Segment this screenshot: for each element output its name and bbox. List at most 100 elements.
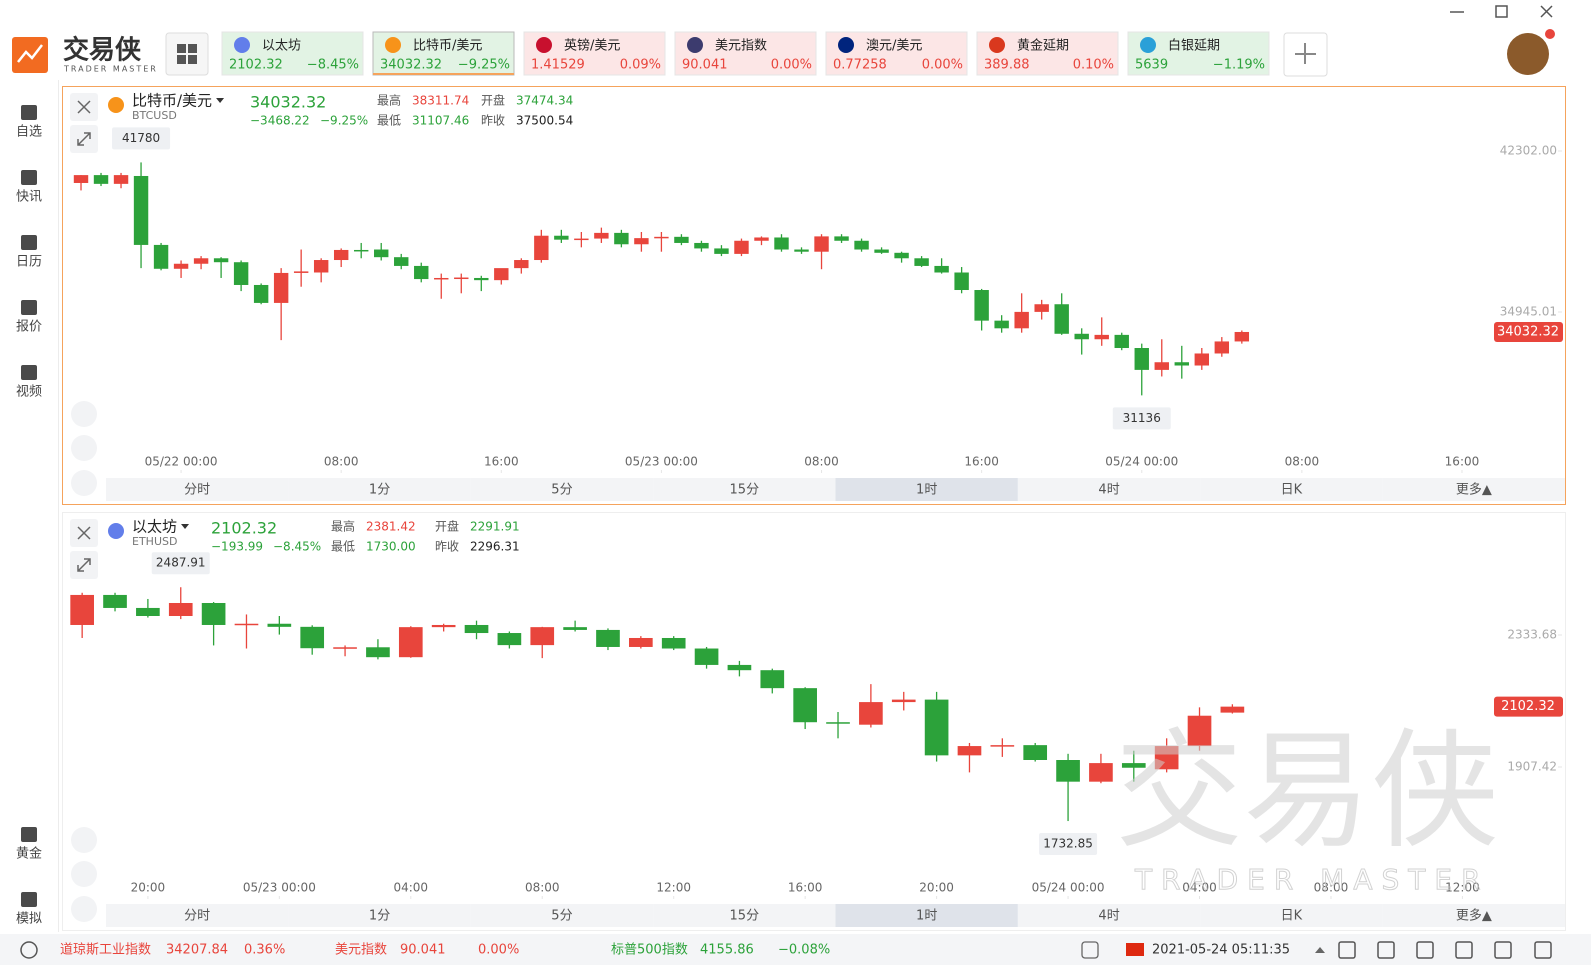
symbol-icon (108, 97, 124, 113)
extreme-label: 2487.91 (156, 556, 206, 570)
status-tool-icon[interactable] (1416, 941, 1434, 959)
chart-tool-button[interactable] (71, 827, 97, 853)
candle-body (273, 272, 289, 303)
nav-label[interactable]: 日历 (16, 255, 42, 270)
ticker-icon (838, 37, 854, 53)
timeframe-label[interactable]: 5分 (551, 483, 572, 498)
timeframe-label[interactable]: 4时 (1098, 909, 1119, 924)
nav-label[interactable]: 自选 (16, 125, 42, 140)
candle-body (854, 240, 869, 250)
timeframe-label[interactable]: 日K (1281, 483, 1303, 498)
avatar[interactable] (1507, 33, 1549, 75)
timeframe-label[interactable]: 5分 (551, 909, 572, 924)
timeframe-label[interactable]: 4时 (1098, 483, 1119, 498)
ticker-change: 0.00% (922, 58, 963, 73)
status-tool-icon[interactable] (1338, 941, 1356, 959)
service-icon[interactable] (20, 941, 38, 959)
timeframe-tab[interactable] (106, 904, 289, 927)
nav-label[interactable]: 模拟 (16, 912, 42, 927)
timeframe-tab[interactable] (106, 478, 289, 501)
chart-tool-button[interactable] (71, 896, 97, 922)
stat-value: 2296.31 (470, 540, 520, 554)
x-tick-label: 08:00 (1314, 881, 1349, 895)
symbol-name[interactable]: 比特币/美元 (132, 92, 212, 110)
chart-tool-button[interactable] (71, 470, 97, 496)
candle-body (497, 633, 522, 646)
status-arrow[interactable] (1315, 947, 1325, 953)
sync-icon[interactable] (1081, 941, 1099, 959)
timeframe-label[interactable]: 1分 (369, 483, 390, 498)
status-tool-icon[interactable] (1534, 941, 1552, 959)
timeframe-tab[interactable] (653, 904, 836, 927)
timeframe-label[interactable]: 15分 (730, 483, 760, 498)
timeframe-tab[interactable] (1017, 904, 1201, 927)
timeframe-tab[interactable] (288, 904, 471, 927)
nav-icon[interactable] (21, 105, 37, 120)
extreme-label-box (1039, 833, 1098, 856)
timeframe-label[interactable]: 15分 (730, 909, 760, 924)
timeframe-label[interactable]: 更多▲ (1456, 482, 1492, 498)
symbol-change-pct: −9.25% (320, 114, 368, 128)
candle-body (891, 699, 916, 703)
nav-icon[interactable] (21, 235, 37, 250)
nav-label[interactable]: 黄金 (16, 846, 42, 862)
maximize-button[interactable] (1495, 5, 1508, 18)
timeframe-label[interactable]: 分时 (184, 909, 210, 924)
timeframe-tab[interactable] (835, 904, 1018, 927)
symbol-name[interactable]: 以太坊 (132, 518, 177, 536)
index-name[interactable]: 标普500指数 (611, 943, 688, 958)
status-tool-icon[interactable] (1377, 941, 1395, 959)
timeframe-tab[interactable] (1017, 478, 1201, 501)
x-tick-label: 12:00 (656, 881, 691, 895)
nav-icon[interactable] (21, 892, 37, 907)
status-tool-icon[interactable] (1455, 941, 1473, 959)
timeframe-label[interactable]: 日K (1281, 909, 1303, 924)
timeframe-label[interactable]: 1时 (916, 909, 937, 924)
ticker-price: 90.041 (682, 58, 728, 73)
timeframe-tab[interactable] (835, 478, 1018, 501)
candle-body (173, 263, 189, 269)
candle-body (464, 624, 489, 634)
timeframe-label[interactable]: 1时 (916, 483, 937, 498)
y-tick-label: 2333.68 (1507, 627, 1557, 641)
timeframe-tab[interactable] (1382, 904, 1565, 927)
timeframe-tab[interactable] (470, 904, 654, 927)
nav-icon[interactable] (21, 365, 37, 380)
candle-body (594, 232, 609, 239)
candle-body (300, 626, 325, 649)
candle-body (454, 277, 469, 280)
nav-icon[interactable] (21, 170, 37, 185)
candle-body (201, 602, 226, 625)
nav-label[interactable]: 报价 (16, 320, 42, 335)
timeframe-tab[interactable] (1200, 904, 1383, 927)
candle-body (596, 629, 620, 647)
ticker-name: 澳元/美元 (866, 38, 922, 54)
last-price-label: 34032.32 (1497, 324, 1559, 339)
timeframe-label[interactable]: 分时 (184, 483, 210, 498)
nav-label[interactable]: 快讯 (16, 190, 42, 205)
timeframe-tab[interactable] (1382, 478, 1565, 501)
chart-tool-button[interactable] (71, 861, 97, 887)
layout-button[interactable] (165, 32, 209, 76)
candle-body (1023, 745, 1048, 760)
candle-body (1089, 763, 1113, 782)
candle-body (103, 594, 127, 608)
chart-tool-button[interactable] (71, 401, 97, 427)
nav-icon[interactable] (21, 300, 37, 315)
nav-icon[interactable] (21, 827, 37, 842)
ticker-name: 美元指数 (715, 39, 767, 54)
timeframe-tab[interactable] (653, 478, 836, 501)
timeframe-label[interactable]: 1分 (369, 909, 390, 924)
timeframe-tab[interactable] (470, 478, 654, 501)
timeframe-label[interactable]: 更多▲ (1456, 908, 1492, 924)
timeframe-tab[interactable] (288, 478, 471, 501)
index-name[interactable]: 美元指数 (335, 943, 387, 958)
symbol-dropdown[interactable] (181, 524, 190, 529)
nav-label[interactable]: 视频 (16, 385, 42, 400)
close-window-button[interactable] (1540, 5, 1553, 18)
status-tool-icon[interactable] (1494, 941, 1512, 959)
chart-tool-button[interactable] (71, 435, 97, 461)
symbol-dropdown[interactable] (216, 98, 225, 103)
index-name[interactable]: 道琼斯工业指数 (60, 943, 151, 958)
timeframe-tab[interactable] (1200, 478, 1383, 501)
